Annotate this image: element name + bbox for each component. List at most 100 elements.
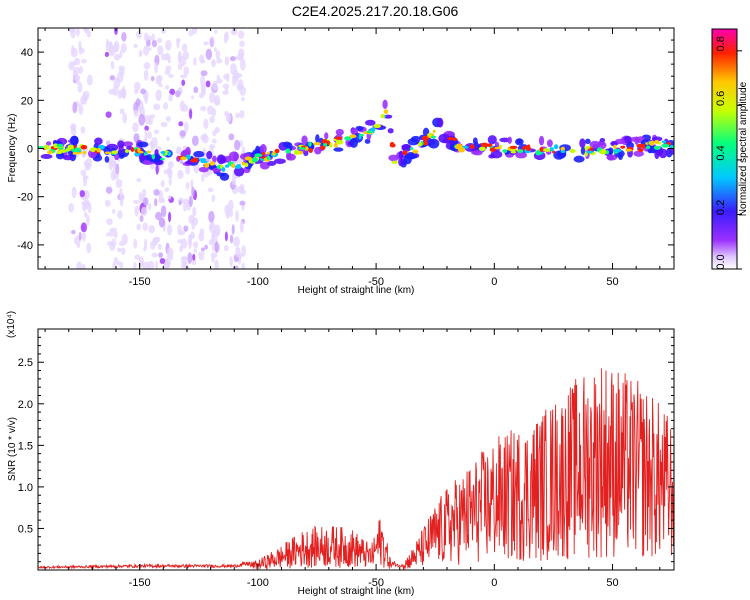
noise-blob (143, 69, 149, 81)
x-tick-label: -50 (368, 276, 384, 288)
y-tick-label: 0.5 (18, 523, 33, 535)
ridge-blob (618, 154, 623, 161)
noise-blob (216, 58, 223, 64)
noise-blob (178, 121, 184, 127)
noise-blob (158, 217, 166, 228)
noise-blob (208, 239, 213, 246)
ridge-core (358, 135, 362, 140)
ridge-core (358, 133, 364, 137)
ridge-core (586, 150, 594, 154)
noise-blob (112, 261, 117, 269)
colorbar-tick-label: 0.6 (715, 91, 727, 106)
noise-blob (179, 159, 184, 164)
ridge-blob (69, 135, 79, 145)
noise-blob (225, 209, 230, 219)
ridge-core (457, 147, 466, 153)
noise-blob (177, 239, 184, 244)
noise-blob (164, 259, 172, 267)
ridge-blob (104, 155, 110, 163)
noise-blob (133, 43, 138, 48)
ridge-core (402, 150, 408, 156)
ridge-blob (142, 160, 153, 166)
noise-blob (145, 39, 151, 47)
spectrogram-heatmap (38, 28, 674, 269)
ridge-blob (388, 154, 400, 162)
ridge-core (613, 144, 617, 150)
noise-blob (144, 93, 148, 105)
noise-blob (212, 130, 217, 137)
noise-blob (181, 79, 186, 86)
snr-plot: -150 -100 -50 0 50 0.5 1.0 1.5 2.0 2.5 Height of … (6, 311, 675, 597)
noise-blob (81, 47, 85, 54)
noise-blob (74, 75, 80, 85)
noise-blob (235, 210, 239, 222)
ridge-blob (114, 153, 120, 161)
noise-blob (70, 28, 76, 39)
ridge-core (285, 148, 291, 154)
noise-blob (235, 112, 240, 119)
noise-blob (205, 80, 211, 88)
noise-blob (72, 101, 78, 114)
ridge-core (83, 150, 87, 155)
ridge-core (198, 158, 207, 162)
snr-ylabel: SNR (10 * v/v) (7, 417, 18, 481)
ridge-blob (45, 141, 52, 146)
noise-blob (104, 51, 110, 58)
noise-blob (148, 46, 152, 51)
noise-blob (70, 229, 76, 235)
noise-blob (154, 211, 162, 221)
noise-blob (193, 57, 197, 66)
colorbar-gradient (711, 28, 738, 270)
ridge-blob (437, 117, 444, 128)
y-tick-label: 2.0 (18, 399, 33, 411)
spectrogram-ticks: -150 -100 -50 0 50 -40 -20 0 20 40 (17, 27, 674, 288)
noise-blob (78, 231, 82, 241)
noise-blob (233, 236, 240, 248)
noise-blob (187, 252, 193, 264)
noise-blob (155, 260, 159, 269)
ridge-core (499, 144, 503, 148)
noise-blob (109, 75, 116, 81)
noise-blob (181, 43, 188, 52)
noise-blob (120, 43, 127, 54)
noise-blob (113, 40, 120, 52)
noise-blob (183, 66, 190, 76)
ridge-core (661, 143, 670, 148)
noise-blob (158, 197, 166, 204)
x-tick-label: -100 (247, 577, 269, 589)
noise-blob (231, 224, 235, 235)
ridge-blob (387, 128, 394, 134)
noise-blob (203, 41, 209, 46)
noise-blob (163, 169, 169, 175)
ridge-core (304, 146, 309, 151)
noise-blob (68, 202, 75, 213)
ridge-blob (315, 134, 320, 144)
ridge-core (569, 148, 576, 154)
noise-blob (82, 90, 90, 100)
noise-blob (87, 74, 93, 86)
noise-blob (68, 61, 75, 71)
noise-blob (208, 222, 216, 234)
ridge-core (517, 150, 524, 153)
noise-blob (138, 114, 146, 126)
noise-blob (168, 73, 174, 78)
ridge-core (428, 132, 432, 137)
noise-blob (113, 53, 121, 61)
ridge-core (409, 147, 414, 151)
noise-blob (70, 123, 77, 132)
x-tick-label: 0 (491, 577, 497, 589)
ridge-core (549, 146, 554, 152)
noise-blob (215, 50, 221, 60)
ridge-core (335, 139, 344, 145)
noise-blob (105, 186, 113, 194)
noise-blob (163, 102, 169, 110)
ridge-core (542, 148, 551, 152)
noise-blob (152, 238, 159, 246)
ridge-core (200, 160, 208, 164)
ridge-core (620, 145, 626, 149)
noise-blob (200, 247, 205, 252)
y-tick-label: 0 (27, 144, 33, 156)
ridge-core (56, 143, 63, 148)
noise-blob (121, 31, 127, 42)
ridge-core (308, 141, 312, 147)
